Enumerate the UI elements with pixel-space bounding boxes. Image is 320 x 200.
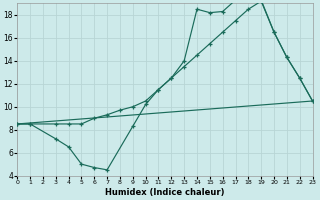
- X-axis label: Humidex (Indice chaleur): Humidex (Indice chaleur): [105, 188, 225, 197]
